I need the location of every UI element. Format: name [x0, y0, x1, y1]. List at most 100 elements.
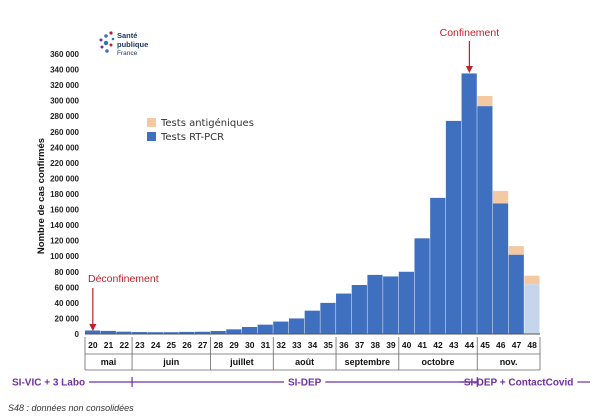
x-tick-week-26: 26	[182, 340, 192, 350]
logo: Santé publique France	[99, 31, 148, 57]
y-tick-label: 80 000	[55, 268, 80, 277]
x-tick-week-33: 33	[292, 340, 302, 350]
logo-line2: publique	[117, 40, 148, 49]
legend-swatch-antigen	[147, 118, 156, 127]
x-tick-week-32: 32	[276, 340, 286, 350]
y-tick-label: 200 000	[50, 174, 79, 183]
x-axis-week-labels: 20 21 22 23 24 25 26 27 28 29 30 31 32 33 34 35 36 37 38 39…	[85, 340, 540, 371]
x-tick-week-44: 44	[465, 340, 475, 350]
x-tick-week-29: 29	[229, 340, 239, 350]
month-labels: mai juin juillet août septembre octobre nov.	[84, 337, 541, 370]
x-tick-week-47: 47	[512, 340, 522, 350]
bar-antigen-week-48	[524, 275, 540, 285]
x-tick-week-46: 46	[496, 340, 506, 350]
annotation-label-0: Déconfinement	[88, 273, 159, 285]
x-tick-week-48: 48	[527, 340, 537, 350]
logo-line3: France	[117, 50, 138, 57]
y-tick-label: 360 000	[50, 50, 79, 59]
x-tick-week-20: 20	[88, 340, 98, 350]
x-tick-week-38: 38	[371, 340, 381, 350]
x-tick-week-37: 37	[355, 340, 365, 350]
bar-rtpcr-week-33	[288, 318, 305, 334]
bar-rtpcr-week-29	[226, 329, 242, 334]
bar-antigen-week-46	[492, 190, 509, 204]
y-tick-label: 60 000	[55, 283, 80, 292]
x-tick-week-25: 25	[167, 340, 177, 350]
y-tick-label: 320 000	[50, 81, 79, 90]
x-tick-week-30: 30	[245, 340, 255, 350]
legend-antigen-label: Tests antigéniques	[160, 117, 254, 129]
logo-line1: Santé	[117, 31, 137, 40]
x-tick-week-22: 22	[119, 340, 129, 350]
annotations: Déconfinement Confinement	[88, 27, 500, 332]
bar-rtpcr-week-24	[147, 332, 163, 334]
x-tick-week-31: 31	[261, 340, 271, 350]
x-tick-week-42: 42	[433, 340, 443, 350]
x-tick-week-43: 43	[449, 340, 459, 350]
bar-rtpcr-week-39	[383, 276, 399, 334]
x-tick-week-23: 23	[135, 340, 145, 350]
bar-rtpcr-week-35	[320, 302, 336, 334]
y-axis-ticks: 0 20 000 40 000 60 000 80 000 100 000 120 000 1…	[50, 50, 79, 339]
y-tick-label: 20 000	[55, 314, 80, 323]
data-system-label-2: SI-DEP + ContactCovid	[464, 378, 574, 389]
y-tick-label: 340 000	[50, 66, 79, 75]
y-tick-label: 300 000	[50, 97, 79, 106]
bar-rtpcr-week-27	[194, 331, 211, 334]
bar-rtpcr-week-38	[367, 274, 383, 334]
footnote: S48 : données non consolidées	[8, 403, 134, 413]
annotation-label-1: Confinement	[440, 27, 500, 39]
bar-rtpcr-week-28	[210, 330, 226, 334]
bar-rtpcr-week-37	[351, 285, 367, 334]
x-tick-week-39: 39	[386, 340, 396, 350]
x-tick-week-27: 27	[198, 340, 208, 350]
y-tick-label: 260 000	[50, 128, 79, 137]
bar-rtpcr-week-20	[85, 330, 101, 334]
bar-rtpcr-week-44	[461, 73, 477, 334]
legend-rtpcr-label: Tests RT-PCR	[160, 132, 224, 143]
x-tick-week-45: 45	[480, 340, 490, 350]
x-tick-week-24: 24	[151, 340, 161, 350]
x-tick-week-40: 40	[402, 340, 412, 350]
month-label-4: septembre	[345, 357, 391, 367]
data-system-label-1: SI-DEP	[288, 378, 322, 389]
y-axis-label: Nombre de cas confirmés	[36, 138, 47, 254]
bar-rtpcr-week-31	[257, 324, 273, 334]
y-tick-label: 40 000	[55, 299, 80, 308]
legend: Tests antigéniques Tests RT-PCR	[147, 117, 254, 143]
month-label-5: octobre	[422, 357, 455, 367]
x-tick-week-41: 41	[418, 340, 428, 350]
bar-rtpcr-week-26	[179, 331, 195, 334]
x-tick-week-28: 28	[214, 340, 224, 350]
bars	[85, 73, 540, 334]
y-tick-label: 140 000	[50, 221, 79, 230]
bar-antigen-week-47	[508, 246, 524, 255]
month-label-0: mai	[101, 357, 117, 367]
x-tick-week-21: 21	[104, 340, 114, 350]
month-label-3: août	[295, 357, 314, 367]
month-label-2: juillet	[229, 357, 254, 367]
x-tick-week-34: 34	[308, 340, 318, 350]
y-tick-label: 280 000	[50, 112, 79, 121]
y-tick-label: 120 000	[50, 237, 79, 246]
bar-rtpcr-week-42	[430, 197, 446, 334]
logo-dots-icon	[99, 31, 115, 53]
bar-rtpcr-week-34	[304, 310, 320, 334]
bar-rtpcr-week-46	[492, 203, 509, 334]
bar-rtpcr-week-30	[241, 327, 258, 334]
bar-antigen-week-45	[477, 96, 493, 107]
bar-rtpcr-week-40	[398, 271, 415, 334]
bar-rtpcr-week-32	[273, 321, 289, 334]
bar-rtpcr-week-45	[477, 106, 493, 334]
bar-rtpcr-week-41	[414, 238, 430, 334]
data-system-label-0: SI-VIC + 3 Labo	[12, 378, 85, 389]
bar-rtpcr-week-22	[116, 331, 132, 334]
x-tick-week-36: 36	[339, 340, 349, 350]
month-label-6: nov.	[500, 357, 518, 367]
month-label-1: juin	[162, 357, 179, 367]
y-tick-label: 0	[75, 330, 80, 339]
legend-swatch-rtpcr	[147, 132, 156, 141]
bar-rtpcr-week-36	[336, 293, 352, 334]
y-tick-label: 100 000	[50, 252, 79, 261]
